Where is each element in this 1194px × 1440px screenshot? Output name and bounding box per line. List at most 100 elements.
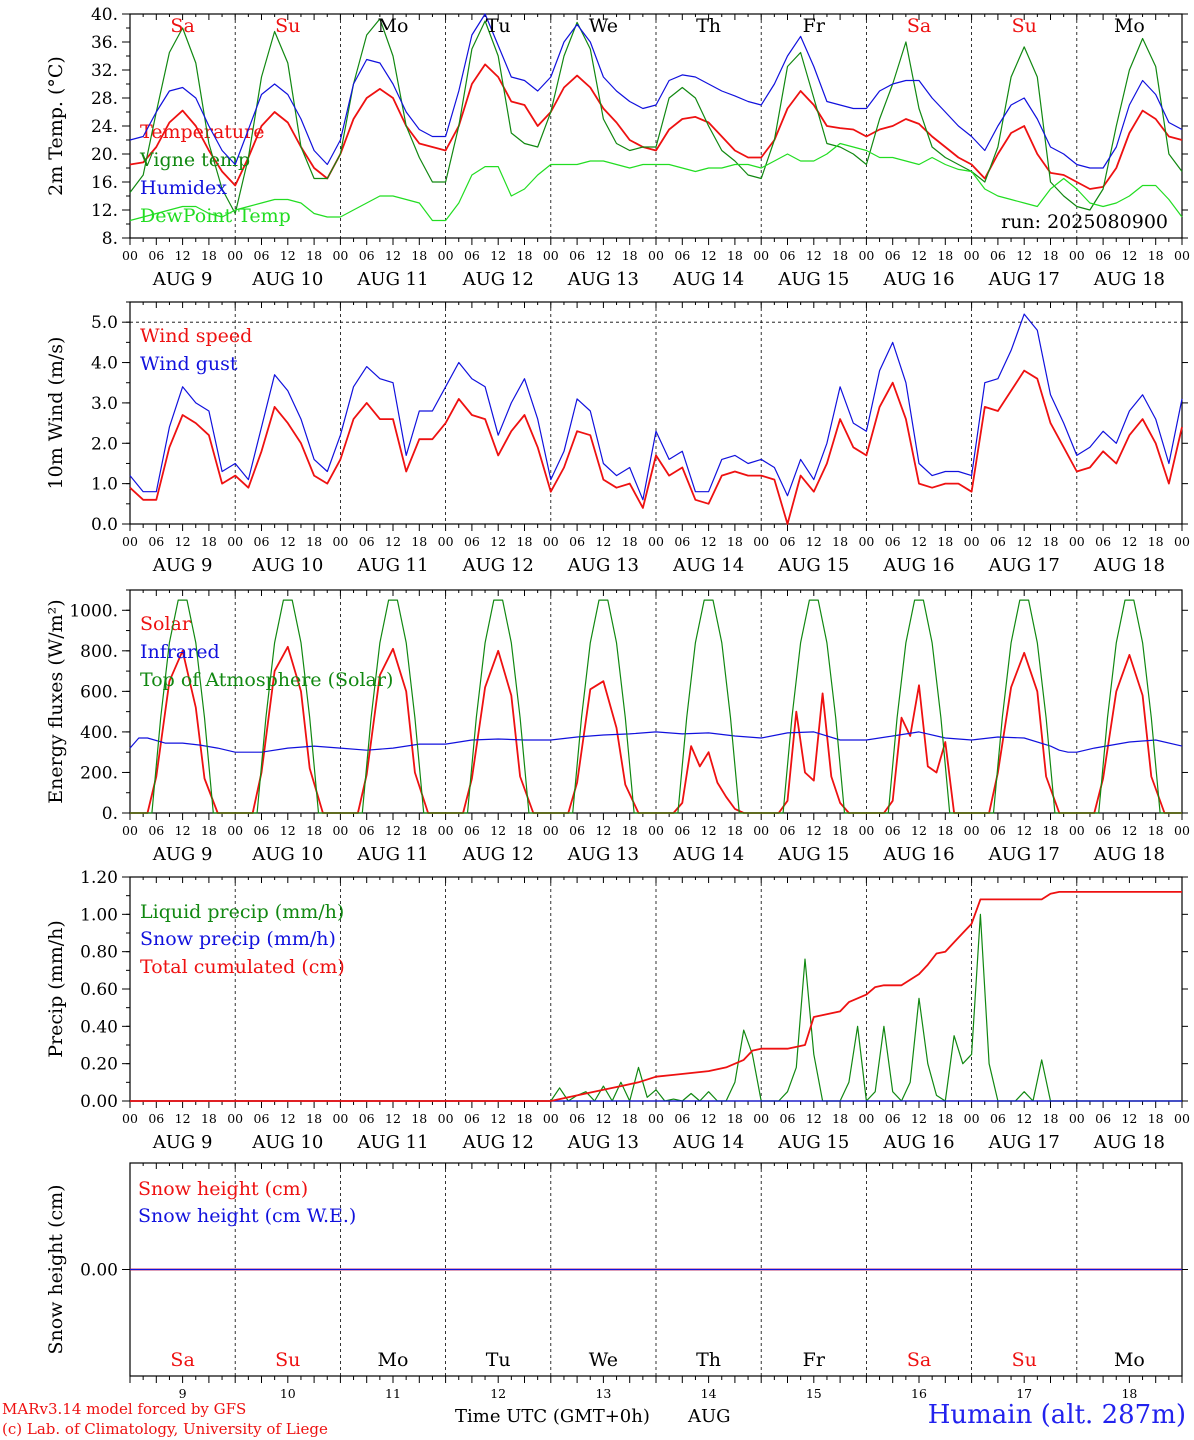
precip-hour-label: 00 bbox=[1069, 1111, 1085, 1126]
wind-hour-label: 00 bbox=[1174, 534, 1190, 549]
temp-hour-label: 00 bbox=[648, 248, 664, 263]
temp-hour-label: 12 bbox=[175, 248, 191, 263]
precip-series-total-cumulated-cm- bbox=[130, 891, 1182, 1102]
wind-hour-label: 00 bbox=[858, 534, 874, 549]
temp-hour-label: 06 bbox=[674, 248, 690, 263]
energy-hour-label: 06 bbox=[990, 823, 1006, 838]
precip-hour-label: 00 bbox=[753, 1111, 769, 1126]
precip-date-label: AUG 18 bbox=[1093, 1132, 1165, 1153]
precip-hour-label: 12 bbox=[701, 1111, 717, 1126]
wind-hour-label: 00 bbox=[543, 534, 559, 549]
wind-hour-label: 18 bbox=[1043, 534, 1059, 549]
wind-y-axis-label: 10m Wind (m/s) bbox=[45, 337, 67, 490]
precip-hour-label: 06 bbox=[464, 1111, 480, 1126]
energy-hour-label: 00 bbox=[648, 823, 664, 838]
precip-y-tick-label: 1.20 bbox=[80, 868, 118, 888]
wind-hour-label: 06 bbox=[569, 534, 585, 549]
temp-y-tick-label: 8. bbox=[102, 229, 118, 249]
wind-hour-label: 06 bbox=[359, 534, 375, 549]
precip-y-tick-label: 0.80 bbox=[80, 943, 118, 963]
precip-series-liquid-precip-mm-h- bbox=[130, 913, 1182, 1102]
snow-day-name: Th bbox=[696, 1349, 721, 1371]
temp-hour-label: 00 bbox=[227, 248, 243, 263]
snow-day-name: Mo bbox=[378, 1349, 409, 1371]
energy-date-label: AUG 18 bbox=[1093, 844, 1165, 865]
temp-hour-label: 12 bbox=[1016, 248, 1032, 263]
wind-y-tick-label: 1.0 bbox=[91, 475, 118, 495]
temp-hour-label: 18 bbox=[306, 248, 322, 263]
energy-hour-label: 18 bbox=[201, 823, 217, 838]
temp-hour-label: 06 bbox=[569, 248, 585, 263]
wind-hour-label: 18 bbox=[411, 534, 427, 549]
temp-series-vigne-temp bbox=[129, 18, 1183, 215]
energy-hour-label: 00 bbox=[122, 823, 138, 838]
wind-date-label: AUG 17 bbox=[988, 555, 1060, 576]
wind-date-label: AUG 14 bbox=[672, 555, 744, 576]
energy-hour-label: 18 bbox=[622, 823, 638, 838]
wind-y-tick-label: 2.0 bbox=[91, 434, 118, 454]
precip-hour-label: 12 bbox=[280, 1111, 296, 1126]
wind-hour-label: 06 bbox=[1095, 534, 1111, 549]
wind-hour-label: 12 bbox=[280, 534, 296, 549]
precip-y-tick-label: 0.20 bbox=[80, 1055, 118, 1075]
snow-legend-entry: Snow height (cm) bbox=[138, 1178, 308, 1200]
energy-hour-label: 00 bbox=[858, 823, 874, 838]
energy-y-tick-label: 1000. bbox=[69, 601, 118, 621]
temp-day-name: Th bbox=[696, 15, 721, 37]
precip-hour-label: 00 bbox=[438, 1111, 454, 1126]
precip-hour-label: 00 bbox=[1174, 1111, 1190, 1126]
wind-hour-label: 00 bbox=[227, 534, 243, 549]
energy-hour-label: 12 bbox=[1121, 823, 1137, 838]
temp-date-label: AUG 17 bbox=[988, 269, 1060, 290]
wind-date-label: AUG 10 bbox=[251, 555, 323, 576]
wind-hour-label: 06 bbox=[780, 534, 796, 549]
temp-day-name: Su bbox=[275, 15, 300, 37]
temp-hour-label: 18 bbox=[1148, 248, 1164, 263]
snow-day-name: Su bbox=[275, 1349, 300, 1371]
energy-legend-entry: Infrared bbox=[140, 641, 220, 663]
energy-hour-label: 12 bbox=[595, 823, 611, 838]
wind-series-wind-gust bbox=[129, 313, 1183, 501]
snow-day-number: 9 bbox=[179, 1386, 187, 1401]
precip-hour-label: 06 bbox=[780, 1111, 796, 1126]
wind-hour-label: 18 bbox=[622, 534, 638, 549]
temp-hour-label: 12 bbox=[701, 248, 717, 263]
temp-hour-label: 06 bbox=[780, 248, 796, 263]
precip-hour-label: 18 bbox=[517, 1111, 533, 1126]
wind-hour-label: 00 bbox=[438, 534, 454, 549]
temp-date-label: AUG 11 bbox=[356, 269, 428, 290]
energy-date-label: AUG 11 bbox=[356, 844, 428, 865]
snow-y-axis-label: Snow height (cm) bbox=[45, 1184, 67, 1354]
energy-hour-label: 06 bbox=[885, 823, 901, 838]
temp-day-name: Mo bbox=[378, 15, 409, 37]
energy-hour-label: 18 bbox=[1148, 823, 1164, 838]
wind-hour-label: 06 bbox=[885, 534, 901, 549]
footer-credit-lab: (c) Lab. of Climatology, University of L… bbox=[2, 1420, 328, 1438]
energy-legend-entry: Top of Atmosphere (Solar) bbox=[140, 669, 393, 691]
energy-hour-label: 18 bbox=[937, 823, 953, 838]
temp-day-name: Tu bbox=[486, 15, 511, 37]
precip-hour-label: 18 bbox=[1148, 1111, 1164, 1126]
temp-day-name: Sa bbox=[170, 15, 194, 37]
energy-hour-label: 12 bbox=[806, 823, 822, 838]
energy-y-tick-label: 600. bbox=[80, 682, 118, 702]
energy-hour-label: 12 bbox=[911, 823, 927, 838]
energy-hour-label: 12 bbox=[385, 823, 401, 838]
wind-hour-label: 06 bbox=[674, 534, 690, 549]
energy-series-solar bbox=[130, 645, 1182, 814]
temp-hour-label: 00 bbox=[858, 248, 874, 263]
precip-date-label: AUG 17 bbox=[988, 1132, 1060, 1153]
temp-date-label: AUG 12 bbox=[462, 269, 534, 290]
snow-day-number: 16 bbox=[911, 1386, 927, 1401]
run-label: run: 2025080900 bbox=[1001, 211, 1168, 233]
location-title: Humain (alt. 287m) bbox=[927, 1400, 1186, 1430]
wind-hour-label: 18 bbox=[201, 534, 217, 549]
snow-legend-entry: Snow height (cm W.E.) bbox=[138, 1205, 356, 1227]
temp-y-tick-label: 40. bbox=[91, 5, 118, 25]
snow-day-number: 15 bbox=[806, 1386, 822, 1401]
wind-hour-label: 12 bbox=[701, 534, 717, 549]
wind-hour-label: 18 bbox=[727, 534, 743, 549]
wind-hour-label: 00 bbox=[964, 534, 980, 549]
precip-hour-label: 06 bbox=[569, 1111, 585, 1126]
